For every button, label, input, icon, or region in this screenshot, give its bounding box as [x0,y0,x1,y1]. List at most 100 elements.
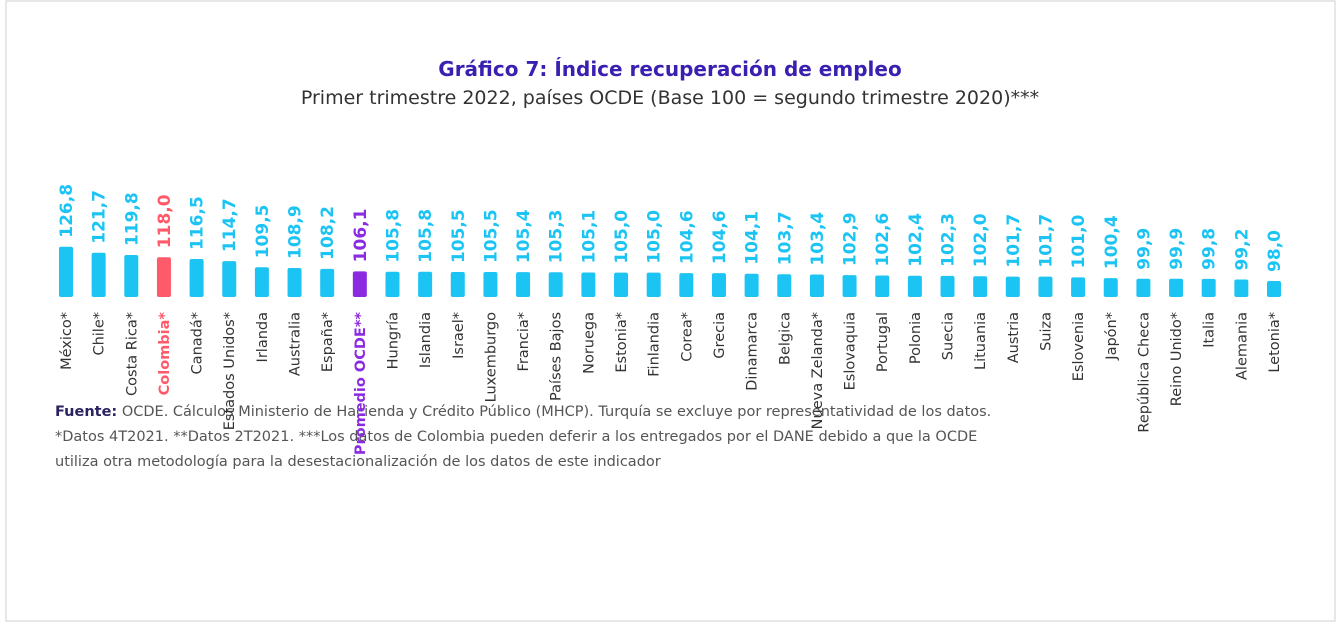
bar [1201,278,1216,297]
bar [1071,277,1086,297]
bar [1136,278,1151,297]
bar [907,275,922,297]
bar [777,274,792,297]
value-label: 102,3 [939,213,959,267]
value-label: 99,9 [1167,228,1187,270]
value-label: 102,9 [841,212,861,266]
bar [1103,278,1118,297]
value-label: 121,7 [90,190,110,244]
x-tick-label: Letonia* [1267,312,1283,373]
x-tick-label: Suecia [941,312,957,360]
bar [711,273,726,297]
value-label: 104,6 [677,210,697,264]
x-tick-label: Estonia* [614,312,630,373]
x-tick-label: Portugal [875,312,891,372]
value-label: 101,7 [1036,214,1056,268]
bar [614,272,629,297]
bar [124,255,139,297]
bar [450,272,465,297]
x-tick-label: Lituania [973,312,989,370]
x-tick-label: Noruega [581,312,597,374]
value-label: 105,8 [383,209,403,263]
bar [842,275,857,297]
bar [1038,276,1053,297]
bar [91,252,106,297]
x-tick-label: Promedio OCDE** [353,312,369,456]
bar [222,261,237,297]
value-label: 105,8 [416,209,436,263]
value-label: 105,5 [481,209,501,263]
bar [287,268,302,297]
value-label: 126,8 [57,184,77,238]
x-tick-label: Australia [288,312,304,376]
bar [1169,278,1184,297]
value-label: 108,2 [318,206,338,260]
source-label: Fuente: [55,404,117,420]
bar [875,275,890,297]
bar [809,274,824,297]
value-label: 109,5 [253,205,273,259]
bar [516,272,531,297]
x-tick-label: Japón* [1104,312,1120,361]
x-tick-label: Corea* [679,312,695,362]
x-tick-label: Luxemburgo [483,312,499,402]
value-label: 100,4 [1102,215,1122,269]
bar [385,271,400,297]
x-tick-label: Polonia [908,312,924,364]
bar [744,273,759,297]
x-tick-label: Hungría [385,312,401,369]
x-tick-label: Nueva Zelanda* [810,312,826,429]
bar [1005,276,1020,297]
chart-title: Gráfico 7: Índice recuperación de empleo [438,57,901,81]
x-tick-label: Chile* [92,312,108,356]
value-label: 114,7 [220,198,240,252]
value-label: 108,9 [286,205,306,259]
value-label: 118,0 [155,194,175,248]
value-label: 105,0 [612,210,632,264]
bar [483,272,498,297]
x-tick-label: Italia [1202,312,1218,348]
x-tick-label: Grecia [712,312,728,359]
x-tick-label: Suiza [1038,312,1054,351]
x-tick-label: Colombia* [157,312,173,396]
bar [548,272,563,297]
x-tick-label: España* [320,312,336,372]
bar [418,271,433,297]
x-tick-label: Reino Unido* [1169,312,1185,406]
value-label: 102,4 [906,213,926,267]
x-tick-label: Canadá* [190,312,206,374]
value-label: 98,0 [1265,230,1285,272]
x-tick-label: México* [59,312,75,370]
bar [189,258,204,297]
value-label: 106,1 [351,209,371,263]
x-tick-label: Eslovaquia [843,312,859,390]
value-label: 104,1 [743,211,763,265]
value-label: 101,0 [1069,214,1089,268]
value-label: 99,2 [1232,229,1252,271]
bar [320,268,335,297]
x-tick-label: Francia* [516,312,532,371]
value-label: 102,0 [971,213,991,267]
note-line: utiliza otra metodología para la desesta… [55,454,661,470]
value-label: 103,7 [775,211,795,265]
x-tick-label: Belgica [777,312,793,365]
value-label: 99,8 [1200,228,1220,270]
bar [940,275,955,297]
value-label: 116,5 [188,196,208,250]
value-label: 105,5 [449,209,469,263]
x-tick-label: Israel* [451,312,467,359]
bar [1267,280,1281,297]
x-tick-label: Eslovenia [1071,312,1087,381]
x-tick-label: Países Bajos [549,312,565,401]
note-line: OCDE. Cálculos Ministerio de Hacienda y … [117,404,991,420]
value-label: 105,0 [645,210,665,264]
note-line: *Datos 4T2021. **Datos 2T2021. ***Los da… [55,429,977,445]
value-label: 119,8 [122,192,142,246]
bar [352,271,367,297]
value-label: 105,4 [514,209,534,263]
value-label: 104,6 [710,210,730,264]
x-tick-label: Islandia [418,312,434,368]
value-label: 102,6 [873,213,893,267]
